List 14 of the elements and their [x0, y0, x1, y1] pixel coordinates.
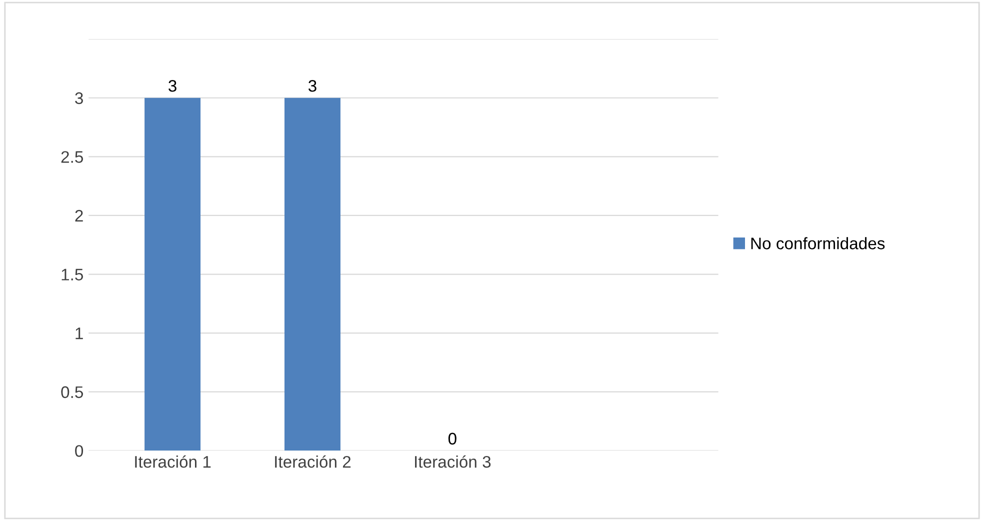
data-label: 0 [448, 432, 456, 445]
y-tick-label: 0.5 [61, 386, 83, 398]
data-label: 3 [308, 80, 316, 92]
legend-label: No conformidades [751, 237, 885, 250]
y-tick-label: 1.5 [62, 268, 83, 280]
y-tick-label: 2.5 [61, 151, 83, 163]
x-tick-label: Iteración 2 [275, 455, 351, 468]
y-tick-label: 1 [76, 328, 83, 340]
data-label: 3 [168, 80, 176, 92]
y-tick-label: 0 [75, 445, 84, 457]
y-tick-label: 3 [75, 92, 83, 104]
x-tick-label: Iteración 3 [415, 455, 491, 468]
y-tick-label: 2 [75, 210, 83, 222]
x-tick-label: Iteración 1 [135, 455, 211, 468]
